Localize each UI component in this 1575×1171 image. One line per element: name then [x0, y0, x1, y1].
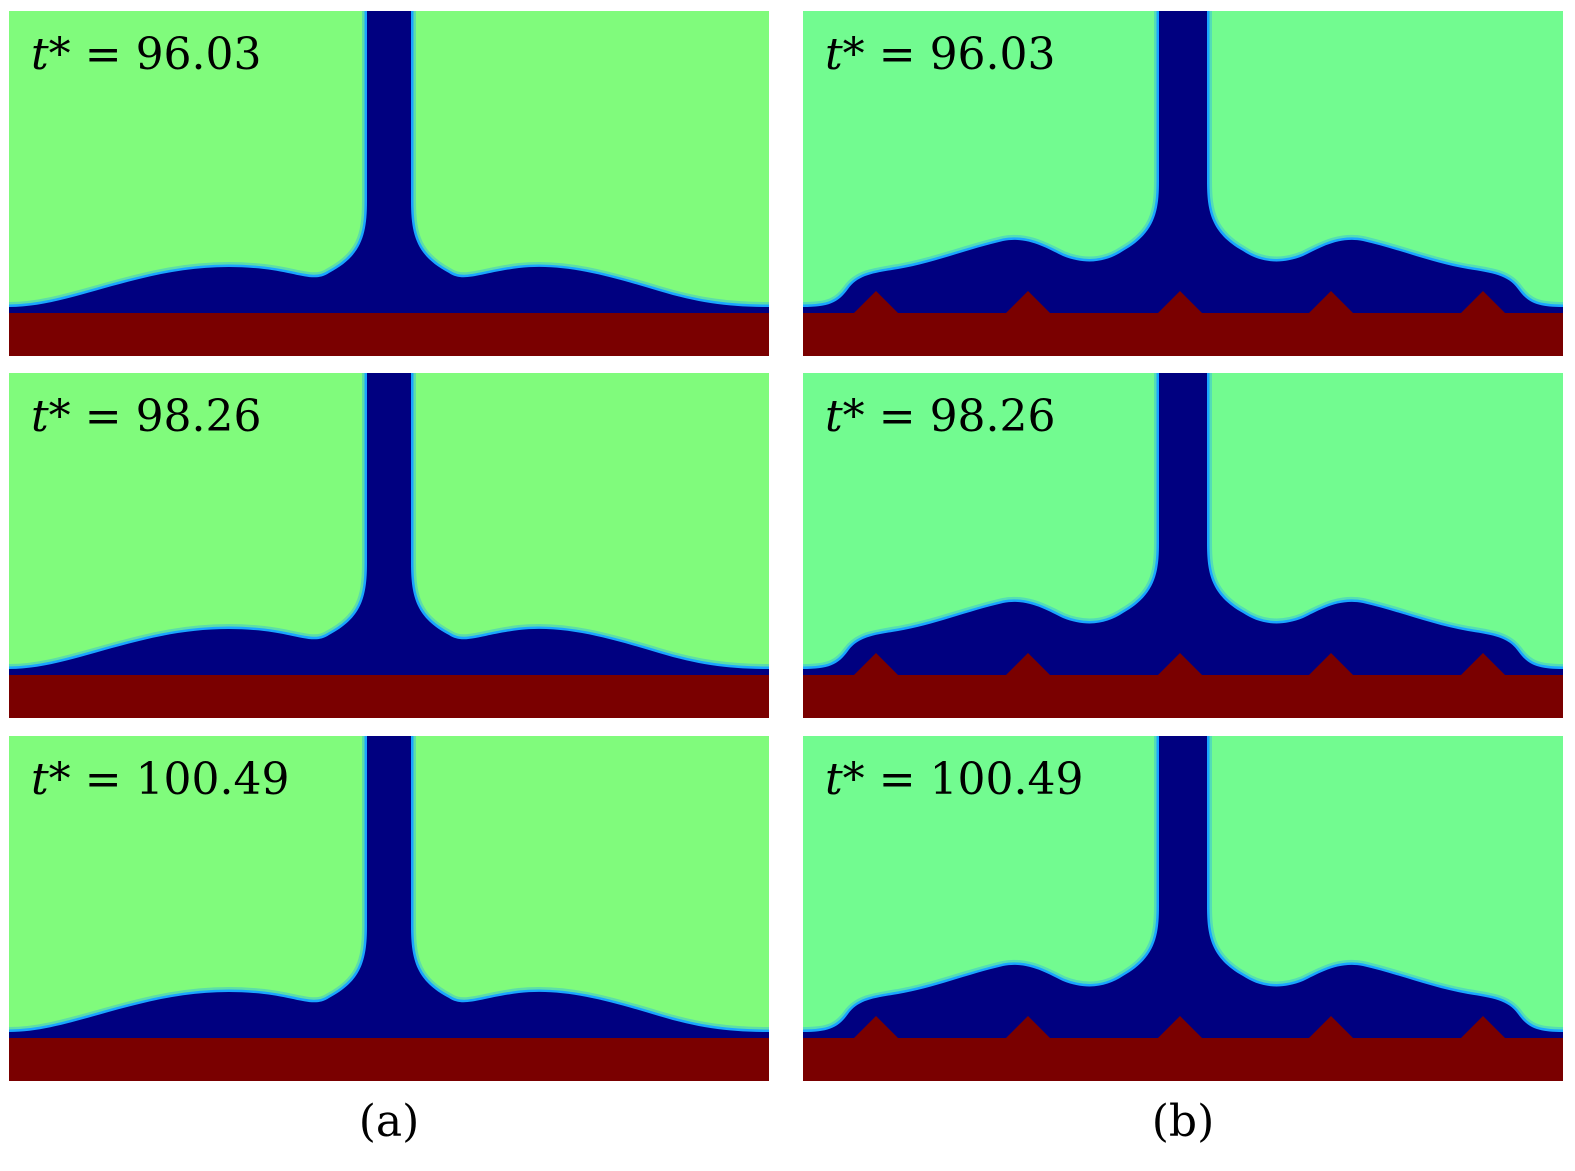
panel-a-2: t* = 98.26: [9, 373, 769, 718]
substrate-ridge: [1461, 1016, 1505, 1038]
panel-b-2: t* = 98.26: [803, 373, 1563, 718]
substrate-ridge: [1309, 1016, 1353, 1038]
panel-a-1: t* = 96.03: [9, 11, 769, 356]
substrate-ridge: [1309, 653, 1353, 675]
interface-line: [803, 373, 1563, 678]
substrate-ridge: [1006, 1016, 1050, 1038]
field-plot: [9, 11, 769, 356]
substrate-ridge: [854, 1016, 898, 1038]
caption-b: (b): [1151, 1096, 1215, 1147]
jet-fluid: [803, 736, 1563, 1038]
caption-a: (a): [358, 1096, 420, 1147]
time-label: t* = 96.03: [31, 29, 262, 80]
substrate-ridge: [1158, 1016, 1202, 1038]
substrate-ridge: [1461, 653, 1505, 675]
substrate-wall: [803, 1038, 1563, 1081]
substrate-ridge: [1006, 291, 1050, 313]
time-label: t* = 98.26: [825, 391, 1056, 442]
substrate-wall: [9, 1038, 769, 1081]
substrate-ridge: [854, 291, 898, 313]
substrate-wall: [9, 675, 769, 718]
time-label: t* = 100.49: [31, 754, 290, 805]
field-plot: [803, 373, 1563, 718]
substrate-ridge: [1158, 291, 1202, 313]
time-label: t* = 98.26: [31, 391, 262, 442]
jet-fluid: [803, 11, 1563, 313]
panel-a-3: t* = 100.49: [9, 736, 769, 1081]
field-plot: [803, 736, 1563, 1081]
panel-b-3: t* = 100.49: [803, 736, 1563, 1081]
time-label: t* = 96.03: [825, 29, 1056, 80]
time-label: t* = 100.49: [825, 754, 1084, 805]
interface-line: [803, 11, 1563, 316]
substrate-ridge: [1006, 653, 1050, 675]
substrate-wall: [803, 313, 1563, 356]
jet-fluid: [803, 373, 1563, 675]
field-plot: [9, 373, 769, 718]
field-plot: [803, 11, 1563, 356]
field-plot: [9, 736, 769, 1081]
substrate-ridge: [1309, 291, 1353, 313]
substrate-ridge: [1461, 291, 1505, 313]
interface-line: [803, 736, 1563, 1041]
jet-fluid: [9, 373, 769, 675]
substrate-ridge: [854, 653, 898, 675]
substrate-wall: [9, 313, 769, 356]
panel-b-1: t* = 96.03: [803, 11, 1563, 356]
jet-fluid: [9, 736, 769, 1038]
substrate-ridge: [1158, 653, 1202, 675]
jet-fluid: [9, 11, 769, 313]
substrate-wall: [803, 675, 1563, 718]
